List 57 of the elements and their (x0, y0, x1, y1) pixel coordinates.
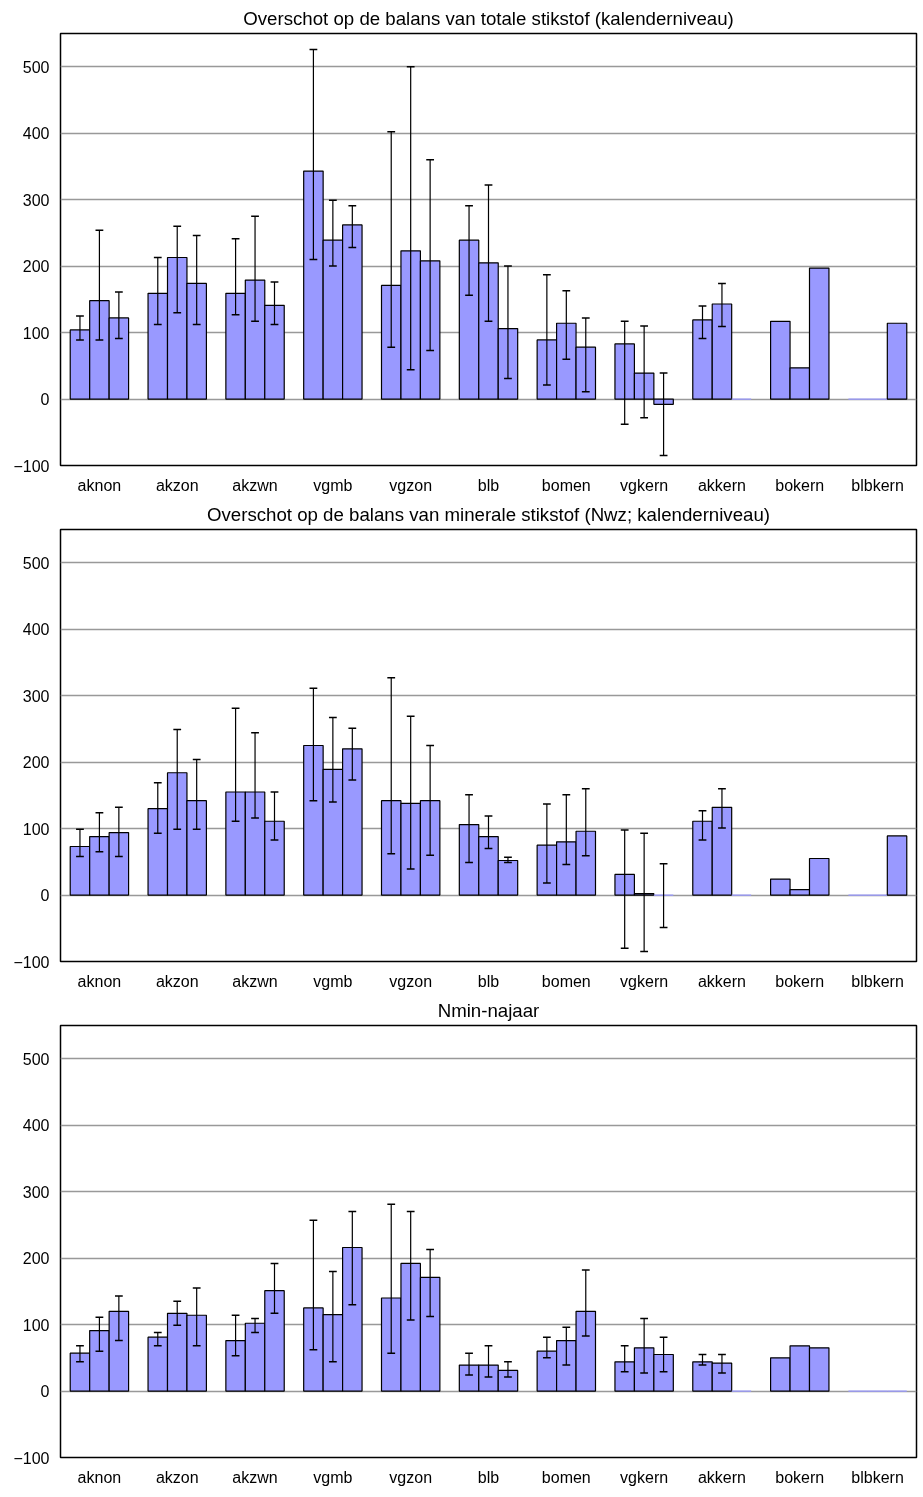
x-tick-label: blb (477, 476, 500, 494)
y-tick-label: −100 (13, 953, 50, 971)
x-tick-label: blb (477, 1468, 500, 1486)
chart-title: Overschot op de balans van minerale stikstof (Nwz; kalenderniveau) (206, 503, 771, 525)
x-tick-label: akzon (155, 476, 199, 494)
x-tick-label: akzwn (232, 476, 278, 494)
y-tick-label: 500 (22, 1050, 50, 1068)
chart-title: Overschot op de balans van totale stikstof (kalenderniveau) (243, 7, 734, 29)
x-tick-label: aknon (77, 476, 122, 494)
y-tick-label: 400 (22, 1117, 50, 1135)
x-tick-label: aknon (77, 972, 122, 990)
y-tick-label: 200 (22, 1250, 50, 1268)
x-tick-label: akkern (697, 476, 746, 494)
y-tick-label: 0 (40, 887, 50, 905)
y-tick-label: 0 (40, 391, 50, 409)
x-tick-label: blbkern (851, 1468, 904, 1486)
x-tick-label: akzon (155, 1468, 199, 1486)
y-tick-label: 300 (22, 1183, 50, 1201)
y-tick-label: 200 (22, 754, 50, 772)
x-tick-label: bokern (775, 476, 825, 494)
y-tick-label: 100 (22, 324, 50, 342)
y-tick-label: 200 (22, 258, 50, 276)
x-tick-label: blb (477, 972, 500, 990)
y-tick-label: 300 (22, 687, 50, 705)
chart-title: Nmin-najaar (437, 999, 540, 1021)
x-tick-label: bomen (541, 476, 591, 494)
x-tick-label: bokern (775, 972, 825, 990)
x-tick-label: vgzon (389, 476, 433, 494)
y-tick-label: 400 (22, 125, 50, 143)
x-tick-label: akkern (697, 972, 746, 990)
x-tick-label: vgzon (389, 1468, 433, 1486)
y-tick-label: 300 (22, 191, 50, 209)
x-tick-label: akzon (155, 972, 199, 990)
y-tick-label: −100 (13, 457, 50, 475)
x-tick-label: bomen (541, 1468, 591, 1486)
x-tick-label: blbkern (851, 476, 904, 494)
y-tick-label: −100 (13, 1449, 50, 1467)
x-tick-label: blbkern (851, 972, 904, 990)
y-tick-label: 500 (22, 58, 50, 76)
x-tick-label: vgmb (313, 1468, 353, 1486)
x-tick-label: akzwn (232, 972, 278, 990)
x-tick-label: akkern (697, 1468, 746, 1486)
x-tick-label: vgzon (389, 972, 433, 990)
x-tick-label: vgmb (313, 972, 353, 990)
y-tick-label: 400 (22, 621, 50, 639)
y-tick-label: 500 (22, 554, 50, 572)
x-tick-label: vgkern (620, 476, 669, 494)
x-tick-label: akzwn (232, 1468, 278, 1486)
x-tick-label: vgmb (313, 476, 353, 494)
y-tick-label: 100 (22, 1316, 50, 1334)
x-tick-label: vgkern (620, 1468, 669, 1486)
x-tick-label: bokern (775, 1468, 825, 1486)
x-tick-label: bomen (541, 972, 591, 990)
y-tick-label: 100 (22, 820, 50, 838)
x-tick-label: aknon (77, 1468, 122, 1486)
y-tick-label: 0 (40, 1383, 50, 1401)
x-tick-label: vgkern (620, 972, 669, 990)
